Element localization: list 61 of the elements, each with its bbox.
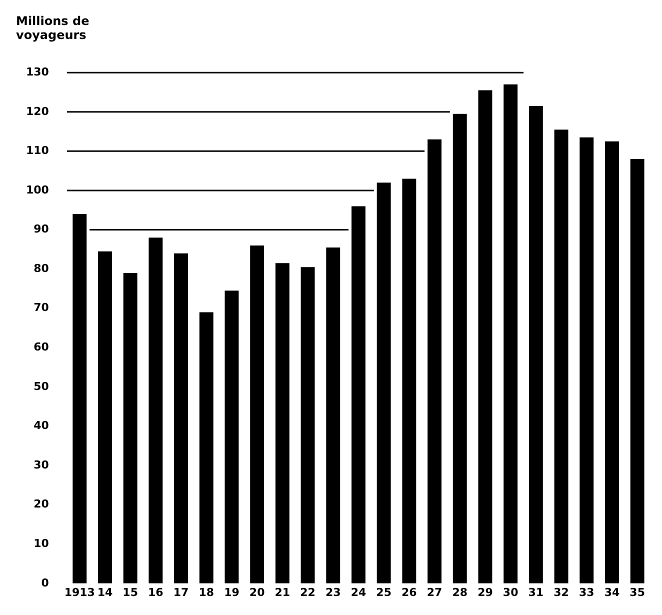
y-tick-label: 30 <box>34 458 50 472</box>
x-tick-label: 22 <box>300 586 316 599</box>
x-tick-label: 14 <box>97 586 113 599</box>
bar <box>148 238 163 584</box>
x-tick-label: 23 <box>325 586 341 599</box>
bar <box>250 245 264 584</box>
x-tick-label: 1913 <box>64 586 95 599</box>
y-tick-label: 50 <box>34 380 50 393</box>
bar <box>300 267 315 584</box>
y-tick-label: 130 <box>26 65 50 78</box>
x-tick-label: 28 <box>452 586 468 599</box>
bar <box>528 106 543 584</box>
y-tick-label: 110 <box>26 144 50 158</box>
x-tick-label: 17 <box>173 586 189 599</box>
x-tick-label: 16 <box>148 586 164 599</box>
y-tick-label: 60 <box>34 340 50 354</box>
x-tick-label: 35 <box>630 586 645 599</box>
bar <box>504 84 518 584</box>
x-tick-label: 19 <box>224 586 240 599</box>
bar <box>98 251 112 584</box>
y-tick-label: 80 <box>34 262 50 275</box>
x-tick-label: 29 <box>478 586 493 599</box>
x-tick-label: 26 <box>402 586 418 599</box>
x-tick-label: 21 <box>274 586 290 599</box>
bar <box>275 263 290 584</box>
y-tick-label: 0 <box>41 576 50 590</box>
bar <box>605 141 619 584</box>
x-tick-label: 15 <box>122 586 138 599</box>
y-tick-label: 20 <box>34 498 50 511</box>
bar <box>554 130 568 584</box>
bar <box>376 182 391 584</box>
y-tick-label: 10 <box>34 536 50 550</box>
x-tick-label: 25 <box>376 586 392 599</box>
bar <box>580 137 594 584</box>
x-tick-label: 27 <box>426 586 442 599</box>
y-tick-label: 120 <box>26 104 50 118</box>
bar <box>174 253 188 584</box>
y-tick-label: 100 <box>26 183 50 196</box>
y-tick-label: 70 <box>34 301 50 314</box>
bar <box>428 139 442 584</box>
y-tick-label: 90 <box>34 222 50 236</box>
x-tick-label: 31 <box>528 586 544 599</box>
bar <box>199 312 214 584</box>
x-tick-label: 33 <box>578 586 594 599</box>
y-axis-title: Millions de voyageurs <box>16 14 90 42</box>
bar <box>452 114 467 584</box>
x-tick-label: 34 <box>604 586 620 599</box>
bar <box>352 206 366 584</box>
x-tick-label: 30 <box>502 586 519 599</box>
x-tick-label: 32 <box>554 586 569 599</box>
bar <box>72 214 87 584</box>
x-tick-label: 18 <box>198 586 214 599</box>
y-tick-label: 40 <box>34 419 50 432</box>
bar <box>402 178 416 584</box>
bar <box>630 159 644 584</box>
x-tick-label: 20 <box>249 586 266 599</box>
bar <box>123 272 138 584</box>
bar <box>224 290 239 584</box>
bar <box>326 247 340 584</box>
bar <box>478 90 492 584</box>
x-tick-label: 24 <box>350 586 366 599</box>
